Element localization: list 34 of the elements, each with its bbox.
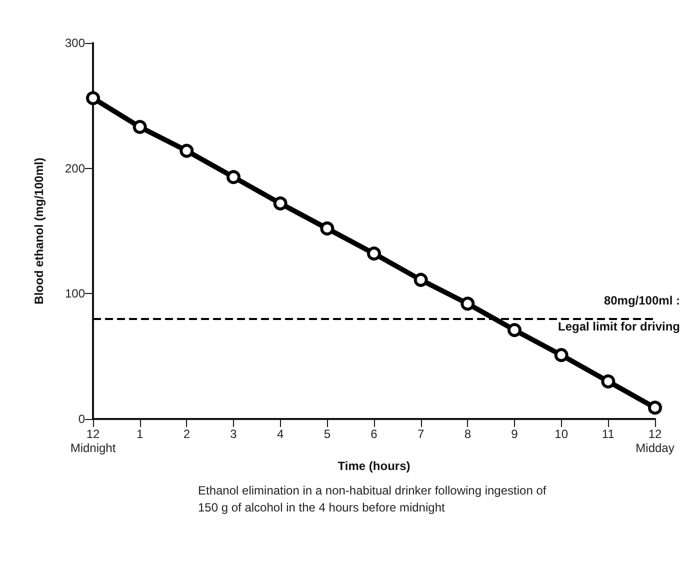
ref-line-label: 80mg/100ml : Legal limit for driving <box>558 294 680 334</box>
point <box>367 246 381 261</box>
x-tick-label: 8 <box>464 427 472 441</box>
y-tick-label: 100 <box>64 286 86 301</box>
point <box>460 296 475 311</box>
x-tick-label: 6 <box>370 427 378 441</box>
x-tick-label: 7 <box>417 427 424 441</box>
y-tick-label: 0 <box>78 412 86 426</box>
x-tick-label: 9 <box>511 427 518 441</box>
point <box>180 144 194 158</box>
x-tick-label: 1 <box>136 427 144 441</box>
point <box>648 400 662 415</box>
point <box>132 120 147 134</box>
y-tick-label: 300 <box>64 36 86 50</box>
y-axis-title: Blood ethanol (mg/100ml) <box>32 158 46 304</box>
point <box>86 91 100 106</box>
point <box>414 272 428 287</box>
x-tick-label: 11 <box>602 427 615 441</box>
point <box>601 374 616 388</box>
text: Ethanol elimination in a non-habitual drinker following ingestion of 150 g of alcohol in the 4 hours before midnight <box>198 484 550 514</box>
point <box>508 323 522 338</box>
point <box>554 348 568 362</box>
x-tick-label: 2 <box>183 427 190 441</box>
x-tick-label: 10 <box>554 427 568 441</box>
x-axis-title: Time (hours) <box>338 458 410 473</box>
x-tick-label: 3 <box>230 427 238 441</box>
x-tick-label: 5 <box>324 427 331 441</box>
point <box>320 221 334 236</box>
x-tick-label: 12 Midday <box>636 427 674 455</box>
y-tick-label: 200 <box>64 161 86 176</box>
x-tick-label: 12 Midnight <box>70 427 116 455</box>
point <box>273 196 288 210</box>
point <box>226 170 240 184</box>
x-tick-label: 4 <box>276 427 284 441</box>
